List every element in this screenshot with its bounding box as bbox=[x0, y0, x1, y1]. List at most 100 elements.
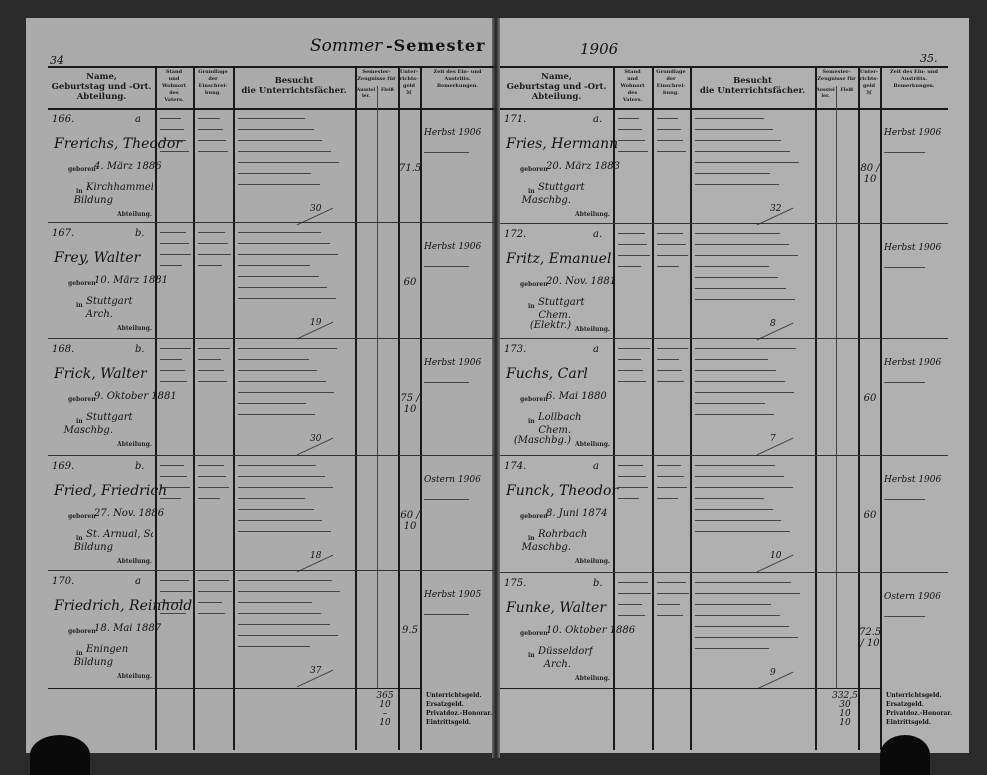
handwritten-text bbox=[656, 381, 685, 382]
column-divider bbox=[193, 66, 195, 750]
entry-number: 171. bbox=[504, 114, 527, 125]
handwritten-text bbox=[617, 151, 648, 152]
page-number-left: 34 bbox=[50, 54, 64, 67]
hours-count: 10 bbox=[770, 551, 782, 561]
tuition-fee: 60 bbox=[863, 510, 877, 521]
entry-exit-note: Herbst 1906 bbox=[424, 242, 482, 252]
entry-number: 173. bbox=[504, 344, 527, 355]
label-in: in bbox=[528, 535, 535, 542]
column-header-stand: Stand und Wohnort des Vaters. bbox=[156, 69, 192, 104]
summary-label: Unterrichtsgeld. bbox=[886, 692, 942, 699]
header-rule-top bbox=[48, 66, 495, 68]
book-spine bbox=[492, 18, 500, 758]
handwritten-text bbox=[694, 626, 790, 627]
row-divider bbox=[500, 223, 948, 224]
column-header-geld: Unter-richts-geld ℳ bbox=[859, 69, 879, 97]
handwritten-text bbox=[159, 348, 192, 349]
handwritten-text bbox=[237, 624, 330, 625]
handwritten-text bbox=[197, 381, 228, 382]
column-header-line: die Unterrichtsfächer. bbox=[241, 86, 347, 96]
handwritten-text bbox=[237, 359, 310, 360]
column-header-line: richts- bbox=[859, 76, 879, 82]
handwritten-text bbox=[237, 265, 311, 266]
column-divider bbox=[233, 66, 235, 750]
column-header-geld: Unter-richts-geld ℳ bbox=[399, 69, 419, 97]
birth-date: 4. März 1886 bbox=[94, 161, 162, 172]
hours-count: 18 bbox=[310, 551, 322, 561]
handwritten-text bbox=[656, 129, 681, 130]
label-geboren: geboren bbox=[520, 396, 548, 403]
column-header-name: Name, Geburtstag und -Ort. Abteilung. bbox=[49, 72, 154, 102]
column-header-line: Besucht bbox=[274, 76, 314, 86]
thumb-shadow-right bbox=[880, 735, 930, 775]
birth-place: Kirchhammelwarden, Ghzt. Old. bbox=[86, 182, 153, 193]
right-page bbox=[497, 18, 969, 753]
column-header-line: Grundlage bbox=[198, 69, 228, 75]
column-header-line: die Unterrichtsfächer. bbox=[699, 86, 806, 96]
column-header-line: der bbox=[666, 76, 676, 82]
label-in: in bbox=[76, 418, 83, 425]
column-header-line: richts- bbox=[399, 76, 419, 82]
entry-number: 172. bbox=[504, 229, 527, 240]
entry-class: b. bbox=[135, 461, 145, 472]
hours-count: 30 bbox=[310, 204, 322, 214]
handwritten-text bbox=[197, 151, 229, 152]
summary-value: 10 bbox=[379, 700, 391, 710]
column-header-line: Unter- bbox=[859, 69, 879, 75]
handwritten-text bbox=[617, 498, 640, 499]
student-name: Fuchs, Carl bbox=[506, 366, 588, 382]
handwritten-text bbox=[237, 580, 333, 581]
handwritten-text bbox=[617, 487, 649, 488]
handwritten-text bbox=[159, 118, 182, 119]
summary-value: 332,5 bbox=[832, 691, 858, 701]
handwritten-text bbox=[694, 118, 765, 119]
handwritten-text bbox=[237, 613, 322, 614]
handwritten-text bbox=[656, 370, 682, 371]
handwritten-text bbox=[159, 591, 193, 592]
row-divider bbox=[500, 688, 880, 689]
handwritten-text bbox=[617, 266, 642, 267]
hours-count: 19 bbox=[310, 318, 322, 328]
entry-number: 168. bbox=[52, 344, 75, 355]
handwritten-text bbox=[656, 615, 684, 616]
column-divider bbox=[155, 66, 157, 750]
summary-value: 10 bbox=[379, 718, 391, 728]
handwritten-text bbox=[237, 298, 336, 299]
page-number-right: 35. bbox=[920, 52, 938, 65]
handwritten-text bbox=[423, 499, 470, 500]
column-header-line: Grundlage bbox=[656, 69, 686, 75]
column-header-line: Name, bbox=[86, 72, 117, 82]
label-in: in bbox=[528, 303, 535, 310]
hours-count: 9 bbox=[770, 668, 776, 678]
handwritten-text bbox=[656, 465, 682, 466]
column-header-line: Einschrei- bbox=[198, 83, 228, 89]
tuition-fee: 60 bbox=[403, 277, 417, 288]
column-header-line: Vaters. bbox=[622, 97, 643, 103]
handwritten-text bbox=[159, 151, 190, 152]
entry-exit-note: Herbst 1906 bbox=[884, 243, 942, 253]
column-header-line: Bemerkungen. bbox=[436, 83, 479, 89]
label-geboren: geboren bbox=[68, 166, 96, 173]
birth-date: 20. März 1883 bbox=[546, 161, 620, 172]
handwritten-text bbox=[237, 392, 335, 393]
row-divider bbox=[48, 455, 495, 456]
handwritten-text bbox=[237, 531, 332, 532]
abteilung: Maschbg. bbox=[63, 425, 113, 436]
column-header-grundlage: Grundlage der Einschrei-bung. bbox=[194, 69, 232, 97]
column-header-grundlage: Grundlage der Einschrei-bung. bbox=[653, 69, 689, 97]
handwritten-text bbox=[197, 370, 225, 371]
handwritten-text bbox=[237, 151, 332, 152]
summary-label: Privatdoz.-Honorar. bbox=[886, 710, 953, 717]
handwritten-text bbox=[237, 646, 311, 647]
handwritten-text bbox=[237, 414, 316, 415]
handwritten-text bbox=[617, 140, 646, 141]
handwritten-text bbox=[656, 476, 685, 477]
handwritten-text bbox=[159, 498, 182, 499]
handwritten-text bbox=[617, 233, 645, 234]
handwritten-text bbox=[694, 615, 781, 616]
column-header-line: Vaters. bbox=[164, 97, 184, 103]
handwritten-text bbox=[617, 255, 651, 256]
handwritten-text bbox=[197, 476, 227, 477]
entry-class: b. bbox=[593, 578, 603, 589]
handwritten-text bbox=[237, 403, 307, 404]
